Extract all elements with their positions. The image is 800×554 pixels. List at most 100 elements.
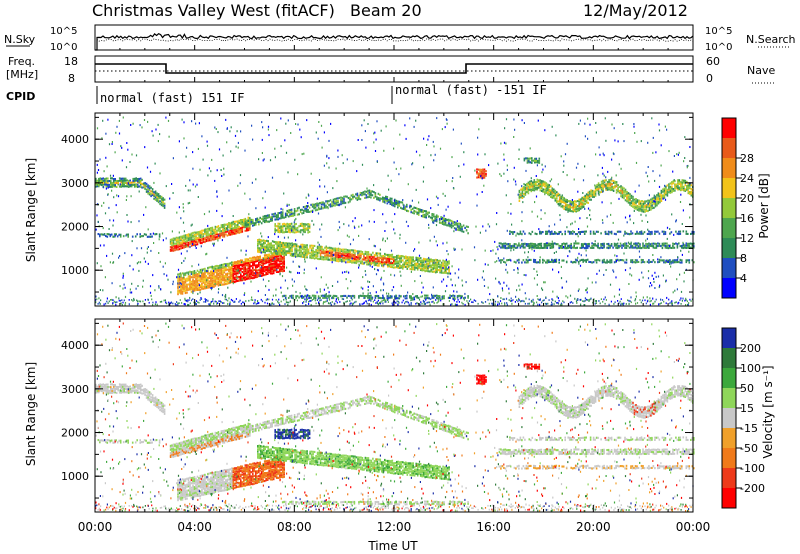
power-cell bbox=[196, 284, 199, 287]
power-cell bbox=[237, 272, 239, 275]
power-cell bbox=[144, 185, 146, 188]
power-cell bbox=[617, 190, 619, 193]
power-cell bbox=[266, 253, 269, 256]
power-cell bbox=[635, 198, 637, 201]
power-cell bbox=[585, 249, 587, 252]
power-cell bbox=[394, 203, 396, 206]
power-cell bbox=[447, 218, 450, 221]
power-cell bbox=[651, 207, 654, 210]
power-cell bbox=[541, 187, 543, 190]
power-cell bbox=[308, 295, 311, 298]
power-cell bbox=[341, 271, 344, 274]
power-cell bbox=[612, 181, 615, 184]
power-cell bbox=[231, 281, 233, 284]
power-cell bbox=[673, 246, 676, 249]
power-cell bbox=[441, 222, 444, 225]
power-cell bbox=[169, 249, 172, 252]
power-cell bbox=[687, 232, 689, 235]
power-cell bbox=[578, 200, 580, 203]
power-cell bbox=[367, 263, 370, 266]
power-cell bbox=[550, 178, 553, 181]
power-cell bbox=[183, 238, 185, 241]
power-cell bbox=[594, 244, 596, 247]
power-cell bbox=[112, 185, 115, 188]
power-cell bbox=[240, 227, 242, 230]
power-cell bbox=[443, 221, 445, 224]
power-cell bbox=[564, 247, 566, 250]
freq-label-2: [MHz] bbox=[6, 68, 38, 81]
power-cell bbox=[551, 258, 553, 261]
power-cell bbox=[513, 166, 515, 169]
power-cell bbox=[228, 189, 230, 192]
freq-trace bbox=[95, 63, 693, 74]
power-cell bbox=[435, 214, 438, 217]
power-cell bbox=[579, 200, 582, 203]
power-cell bbox=[282, 249, 284, 252]
power-cell bbox=[347, 287, 349, 290]
power-cell bbox=[283, 216, 285, 219]
power-cell bbox=[260, 268, 263, 271]
power-cell bbox=[394, 256, 397, 259]
power-cell bbox=[120, 179, 122, 182]
power-cell bbox=[297, 123, 299, 126]
power-cell bbox=[588, 190, 591, 193]
power-cell bbox=[147, 186, 149, 189]
power-cell bbox=[143, 233, 146, 236]
power-cell bbox=[216, 233, 218, 236]
power-cell bbox=[312, 254, 314, 257]
power-cell bbox=[633, 123, 635, 125]
power-cell bbox=[317, 212, 320, 215]
power-cell bbox=[317, 204, 320, 207]
power-cell bbox=[625, 261, 628, 264]
power-cell bbox=[334, 247, 337, 250]
power-cell bbox=[295, 210, 297, 213]
power-cell bbox=[655, 275, 657, 278]
power-cell bbox=[343, 294, 345, 297]
power-cell bbox=[648, 244, 650, 247]
power-cell bbox=[269, 255, 272, 258]
power-cell bbox=[624, 230, 626, 233]
power-cell bbox=[538, 184, 540, 187]
power-cell bbox=[337, 252, 340, 255]
power-cell bbox=[594, 184, 596, 187]
power-cell bbox=[235, 224, 238, 227]
power-cell bbox=[156, 303, 158, 306]
power-cell bbox=[513, 248, 515, 251]
power-cell bbox=[392, 202, 395, 205]
power-cell bbox=[298, 206, 300, 209]
power-cell bbox=[576, 246, 578, 249]
power-cell bbox=[587, 194, 589, 197]
power-cell bbox=[649, 297, 651, 300]
power-cell bbox=[177, 244, 179, 247]
power-cell bbox=[210, 274, 212, 277]
power-cell bbox=[229, 224, 232, 227]
power-cell bbox=[450, 278, 452, 281]
power-cell bbox=[340, 200, 342, 203]
power-cell bbox=[564, 233, 566, 236]
power-cell bbox=[665, 259, 667, 262]
power-cell bbox=[428, 258, 431, 261]
power-cell bbox=[177, 241, 179, 244]
power-cell bbox=[213, 270, 215, 272]
power-cell bbox=[585, 199, 588, 202]
power-cell bbox=[521, 239, 523, 242]
power-cell bbox=[167, 278, 169, 281]
power-cell bbox=[259, 216, 261, 219]
power-cell bbox=[104, 183, 106, 186]
power-cell bbox=[579, 203, 582, 206]
power-cell bbox=[238, 229, 241, 232]
power-cell bbox=[202, 274, 205, 277]
power-cell bbox=[618, 246, 620, 249]
power-cell bbox=[439, 265, 441, 268]
power-cell bbox=[263, 262, 266, 265]
power-cell bbox=[105, 177, 108, 180]
power-cell bbox=[570, 260, 572, 263]
power-cell bbox=[285, 252, 287, 255]
power-cell bbox=[211, 283, 214, 286]
power-cell bbox=[610, 259, 613, 262]
power-cell bbox=[559, 218, 561, 221]
power-cell bbox=[151, 188, 154, 191]
power-cell bbox=[685, 230, 688, 233]
power-cell bbox=[523, 122, 525, 124]
power-cell bbox=[617, 184, 619, 187]
